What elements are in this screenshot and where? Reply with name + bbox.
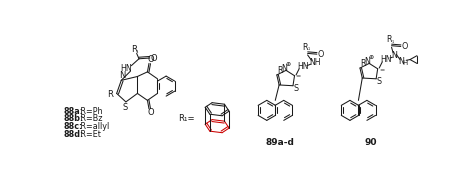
- Text: O: O: [318, 50, 324, 59]
- Text: R=allyl: R=allyl: [78, 122, 109, 131]
- Text: O: O: [150, 54, 157, 63]
- Text: S: S: [293, 84, 299, 93]
- Text: H: H: [402, 60, 407, 66]
- Text: 89a-d: 89a-d: [265, 138, 294, 147]
- Text: R=Et: R=Et: [78, 130, 101, 139]
- Text: ⊕: ⊕: [286, 62, 291, 67]
- Text: HN: HN: [120, 64, 132, 73]
- Text: R: R: [386, 35, 392, 44]
- Text: R: R: [360, 59, 366, 68]
- Text: O: O: [401, 42, 408, 51]
- Text: N: N: [392, 51, 398, 60]
- Text: R: R: [131, 45, 137, 54]
- Text: ₁: ₁: [307, 46, 310, 51]
- Text: 88d:: 88d:: [64, 130, 84, 139]
- Text: HN: HN: [381, 55, 392, 64]
- Text: R=Ph: R=Ph: [78, 107, 103, 116]
- Text: S: S: [122, 103, 128, 112]
- Text: NH: NH: [310, 58, 321, 67]
- Text: 88c:: 88c:: [64, 122, 83, 131]
- Text: R: R: [302, 43, 308, 52]
- Text: N: N: [365, 57, 371, 66]
- Text: ⊕: ⊕: [369, 55, 374, 60]
- Text: O: O: [147, 55, 154, 64]
- Text: =: =: [296, 75, 301, 80]
- Text: R=Bz: R=Bz: [78, 114, 103, 123]
- Text: N: N: [282, 64, 287, 73]
- Text: HN: HN: [297, 62, 309, 71]
- Text: S: S: [377, 77, 382, 86]
- Text: =: =: [379, 68, 384, 73]
- Text: R: R: [277, 66, 283, 75]
- Text: N: N: [399, 57, 404, 66]
- Text: ₁: ₁: [391, 39, 393, 44]
- Text: 88a:: 88a:: [64, 107, 83, 116]
- Text: R₁=: R₁=: [178, 114, 195, 123]
- Text: O: O: [147, 108, 154, 117]
- Text: 88b:: 88b:: [64, 114, 84, 123]
- Text: R: R: [108, 90, 113, 100]
- Text: N: N: [119, 71, 125, 80]
- Text: 90: 90: [365, 138, 377, 147]
- Text: ₁: ₁: [136, 49, 138, 54]
